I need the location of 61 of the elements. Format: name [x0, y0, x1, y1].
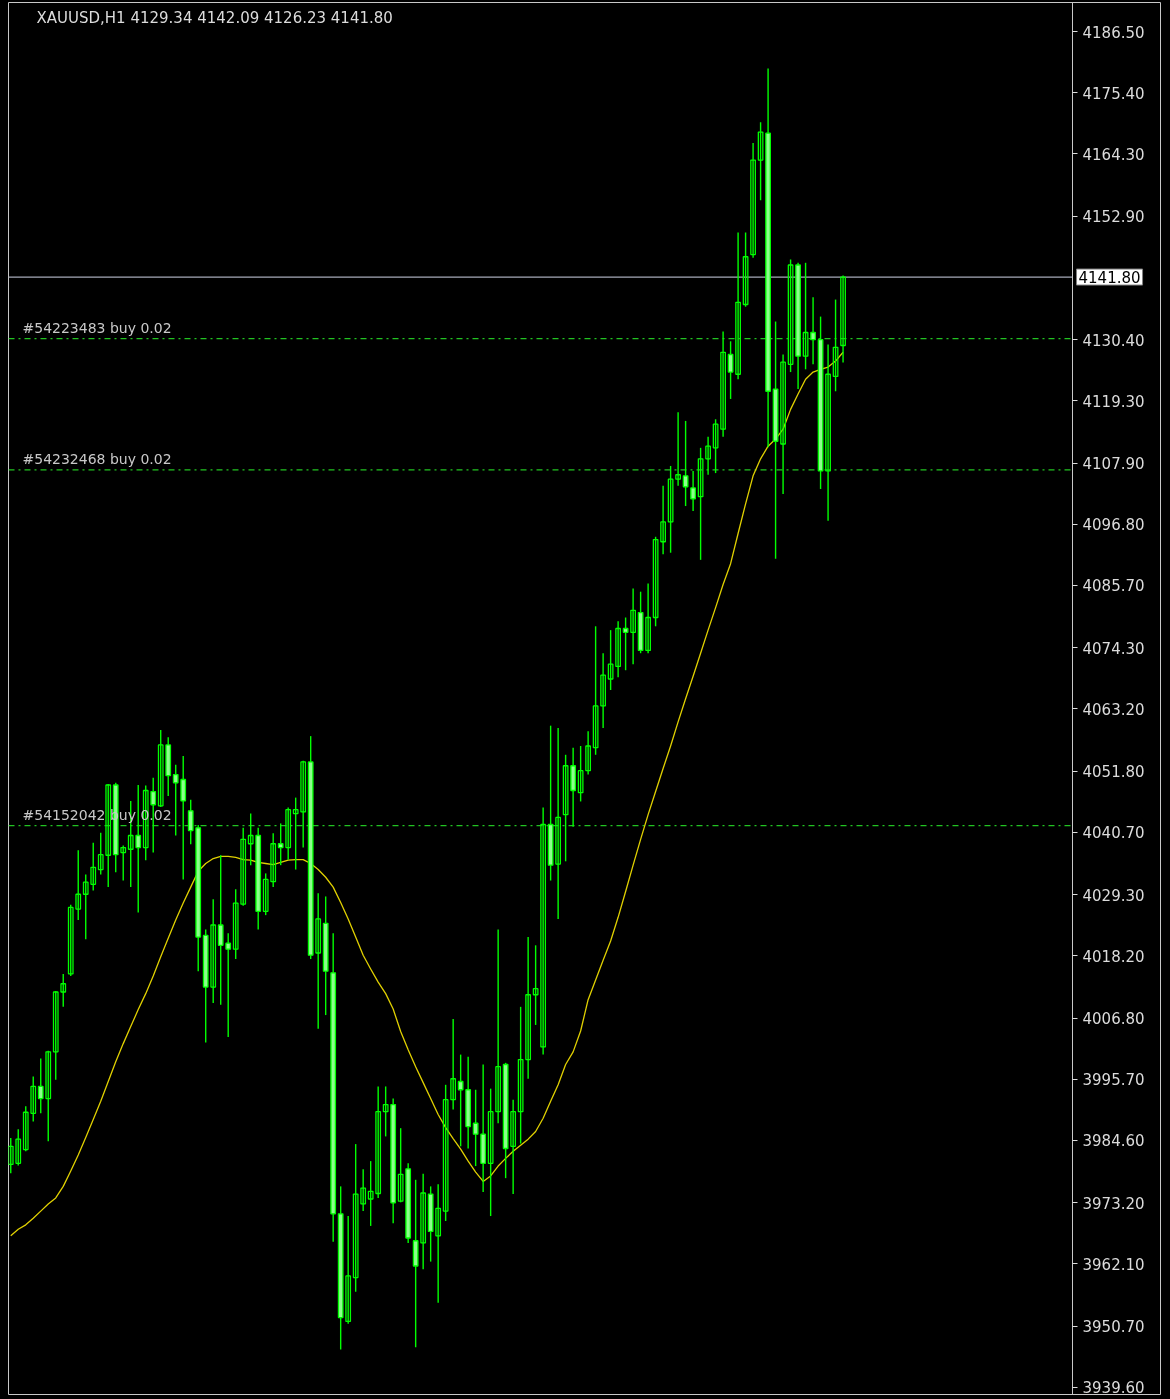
- candlestick: [705, 436, 711, 476]
- y-tick-label: 4107.90: [1082, 455, 1145, 474]
- y-tick-label: 3939.60: [1082, 1379, 1145, 1398]
- candlestick: [442, 1084, 449, 1222]
- candlestick: [675, 411, 681, 487]
- candlestick: [682, 420, 689, 507]
- y-tick-label: 3962.10: [1082, 1255, 1145, 1274]
- candlestick: [787, 258, 794, 373]
- ref-line-label: #54232468 buy 0.02: [22, 450, 172, 467]
- candlestick: [667, 465, 674, 554]
- candlestick: [487, 1087, 494, 1217]
- y-tick-label: 4018.20: [1082, 947, 1145, 966]
- candlestick: [472, 1089, 479, 1167]
- y-tick-label: 4063.20: [1082, 700, 1145, 719]
- candlestick: [585, 730, 592, 776]
- candlestick: [720, 330, 726, 438]
- y-tick-label: 4040.70: [1082, 824, 1145, 843]
- y-tick-label: 4006.80: [1082, 1010, 1145, 1029]
- candlestick: [757, 121, 764, 201]
- candlestick: [600, 652, 607, 729]
- y-tick-label: 3995.70: [1082, 1071, 1145, 1090]
- y-tick-label: 4085.70: [1082, 577, 1145, 596]
- y-tick-label: 4175.40: [1082, 84, 1145, 103]
- ref-line-label: #54223483 buy 0.02: [22, 319, 172, 336]
- y-tick-label: 3973.20: [1082, 1194, 1145, 1213]
- y-tick-label: 3950.70: [1082, 1318, 1145, 1337]
- candlestick: [750, 142, 756, 259]
- candlestick: [60, 973, 67, 1008]
- candlestick: [780, 353, 786, 495]
- candlestick: [450, 1018, 457, 1111]
- y-tick-label: 4130.40: [1082, 331, 1145, 350]
- y-tick-label: 4074.30: [1082, 639, 1145, 658]
- y-tick-label: 4119.30: [1082, 392, 1145, 411]
- candlestick: [577, 745, 584, 803]
- candlestick: [52, 990, 59, 1081]
- candlestick: [802, 262, 809, 371]
- line-series: [10, 351, 844, 1237]
- y-tick-label: 4029.30: [1082, 886, 1145, 905]
- candlestick: [712, 418, 719, 474]
- y-tick-label: 4096.80: [1082, 516, 1145, 535]
- candlestick: [697, 447, 704, 561]
- y-tick-label: 4164.30: [1082, 145, 1145, 164]
- chart-title: XAUUSD,H1 4129.34 4142.09 4126.23 4141.80: [36, 8, 393, 27]
- candlestick: [592, 625, 599, 756]
- candlestick: [495, 928, 502, 1124]
- y-tick-label: 4051.80: [1082, 763, 1145, 782]
- candlestick: [517, 1006, 524, 1145]
- y-tick-label: 4186.50: [1082, 23, 1145, 42]
- candlestick: [105, 783, 112, 888]
- candlestick: [825, 343, 831, 522]
- candlestick: [690, 470, 696, 512]
- y-tick-label: 3984.60: [1082, 1132, 1145, 1151]
- candlestick: [97, 832, 104, 876]
- ref-line-label: 4141.80: [1078, 269, 1141, 288]
- y-tick-label: 4152.90: [1082, 208, 1145, 227]
- candlestick: [832, 298, 839, 392]
- candlestick: [840, 274, 846, 364]
- candlestick: [810, 296, 816, 366]
- candlestick: [735, 231, 741, 380]
- candlestick: [525, 936, 532, 1080]
- candlestick: [742, 231, 749, 308]
